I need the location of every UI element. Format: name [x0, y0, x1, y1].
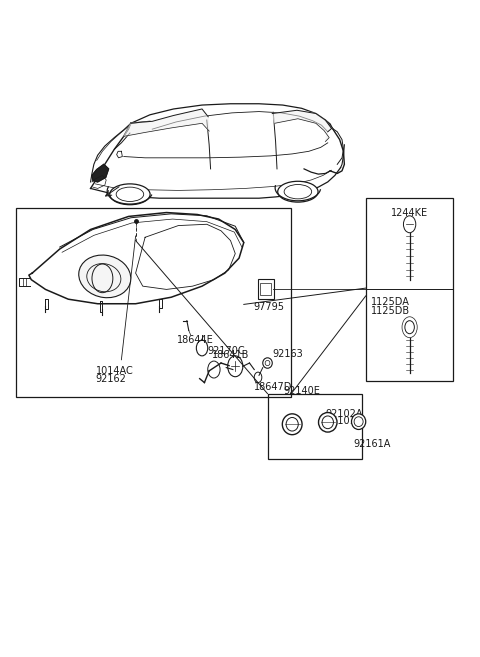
Ellipse shape — [351, 414, 366, 430]
Ellipse shape — [110, 184, 150, 205]
Ellipse shape — [282, 414, 302, 435]
Bar — [258, 279, 274, 298]
Text: 92170C: 92170C — [208, 346, 245, 356]
Bar — [261, 283, 271, 294]
Text: 92161A: 92161A — [354, 440, 391, 449]
Text: 1014AC: 1014AC — [96, 367, 133, 376]
Text: 92163: 92163 — [272, 349, 303, 359]
Text: 92162: 92162 — [96, 374, 127, 384]
Text: 1244KE: 1244KE — [391, 208, 428, 218]
Bar — [366, 198, 454, 380]
Text: 18644E: 18644E — [178, 335, 214, 345]
Text: 92102A: 92102A — [325, 409, 363, 419]
Text: 1125DA: 1125DA — [371, 297, 409, 307]
Polygon shape — [272, 110, 332, 141]
Ellipse shape — [278, 181, 318, 202]
Ellipse shape — [79, 255, 131, 298]
Ellipse shape — [319, 413, 337, 432]
Bar — [267, 394, 362, 459]
Polygon shape — [124, 109, 209, 136]
Text: 1125DB: 1125DB — [371, 306, 409, 317]
Text: 18647D: 18647D — [254, 382, 293, 392]
Bar — [16, 208, 291, 397]
Text: 92101A: 92101A — [325, 417, 363, 426]
Text: 18641B: 18641B — [212, 350, 249, 360]
Polygon shape — [92, 164, 108, 182]
Text: 92140E: 92140E — [284, 386, 321, 396]
Text: 97795: 97795 — [253, 302, 284, 313]
